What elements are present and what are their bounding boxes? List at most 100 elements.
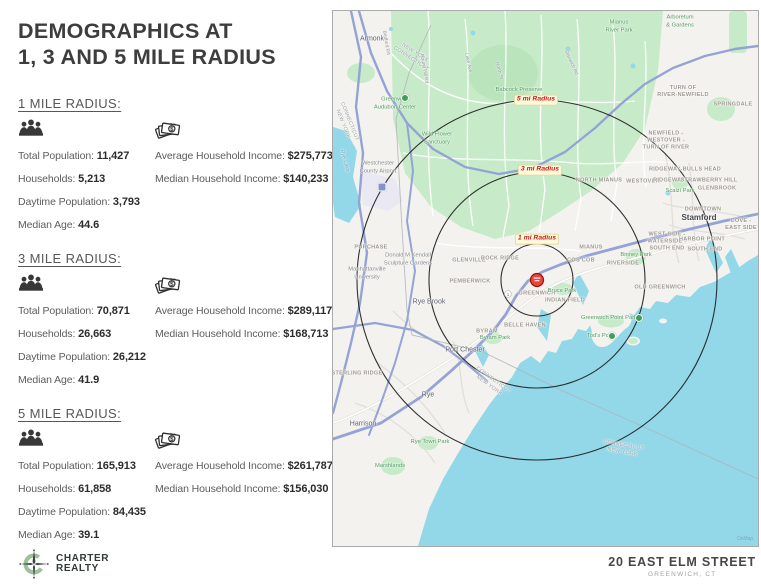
- stat-median-age: Median Age: 39.1: [18, 529, 100, 541]
- map-label-sterling-ridge: STERLING RIDGE: [332, 370, 383, 377]
- map-label-north-st: North St: [493, 61, 504, 80]
- stat-daytime-population: Daytime Population: 3,793: [18, 196, 140, 208]
- stat-total-population: Total Population: 70,871: [18, 305, 130, 317]
- map-label-arboretum-gardens: Arboretum & Gardens: [666, 14, 694, 28]
- map-label-ridgeway-bulls-head: RIDGEWAY-BULLS HEAD: [648, 166, 722, 173]
- people-icon: [18, 429, 154, 449]
- tods-point-park-icon: [608, 332, 616, 340]
- map-label-riverside: RIVERSIDE: [606, 260, 640, 267]
- map-label-round-hill-rd: Round Hill Rd: [418, 53, 429, 84]
- map-label-harbor-point: HARBOR POINT: [678, 236, 726, 243]
- stat-daytime-population: Daytime Population: 26,212: [18, 351, 146, 363]
- money-icon: [155, 429, 335, 449]
- map-label-manhattanville-university: Manhattanville University: [348, 266, 386, 280]
- greenwich-point-park-icon: [635, 314, 643, 322]
- highways: [333, 11, 758, 441]
- map-label-lake-ave: Lake Ave: [463, 52, 473, 74]
- charter-realty-logo: CHARTER REALTY: [18, 548, 109, 580]
- compass-icon: [18, 548, 50, 580]
- stat-households: Households: 5,213: [18, 173, 106, 185]
- logo-text: CHARTER REALTY: [56, 552, 110, 574]
- map-label-tod-s-point: Tod's Point: [586, 333, 616, 340]
- street-grid: [354, 152, 746, 464]
- map-label-donald-m-kendall-sculpture-gardens: Donald M Kendall Sculpture Gardens: [383, 252, 433, 266]
- stat-avg-income: Average Household Income: $289,117: [155, 305, 333, 317]
- stat-daytime-population: Daytime Population: 84,435: [18, 506, 146, 518]
- people-icon: [18, 274, 154, 294]
- page-title: DEMOGRAPHICS AT 1, 3 AND 5 MILE RADIUS: [18, 19, 276, 69]
- map-label-downtown: DOWNTOWN: [684, 206, 722, 213]
- map-label-rye: Rye: [421, 391, 435, 399]
- map-label-north-mianus: NORTH MIANUS: [575, 177, 623, 184]
- map-label-greenwich: GREENWICH: [518, 290, 556, 297]
- map-label-glenbrook: GLENBROOK: [697, 185, 737, 192]
- map-label-scalzi-park: Scalzi Park: [665, 188, 695, 195]
- stat-total-population: Total Population: 11,427: [18, 150, 130, 162]
- section-heading: 5 MILE RADIUS:: [18, 406, 122, 421]
- map-label-belle-haven: BELLE HAVEN: [504, 322, 546, 329]
- stat-avg-income: Average Household Income: $275,773: [155, 150, 333, 162]
- map-label-1-mi-radius: 1 mi Radius: [514, 233, 560, 245]
- map-panel: 1 5 mi Radius 3 mi Radius 1 mi Radius Armon…: [332, 10, 759, 547]
- map-label-marshlands: Marshlands: [375, 463, 405, 470]
- property-address: 20 EAST ELM STREET GREENWICH, CT: [608, 555, 756, 578]
- map-label-connecticut-new-york: CONNECTICUT NEW YORK: [334, 101, 360, 142]
- map-label-connecticut-new-york: CONNECTICUT NEW YORK: [602, 438, 645, 458]
- people-icon: [18, 119, 154, 139]
- stat-total-population: Total Population: 165,913: [18, 460, 136, 472]
- map-label-mianus-river-park: Mianus River Park: [605, 19, 633, 33]
- map-label-3-mi-radius: 3 mi Radius: [517, 164, 563, 176]
- map-water-shapes: [333, 27, 758, 546]
- section-3-mile: 3 MILE RADIUS: Total Population: 70,871 …: [18, 251, 332, 386]
- map-label-binney-park: Binney Park: [620, 252, 652, 259]
- map-label-cos-cob: COS COB: [567, 257, 595, 264]
- svg-text:1: 1: [507, 292, 510, 297]
- stat-households: Households: 26,663: [18, 328, 112, 340]
- map-label-westchester-county-airport: Westchester County Airport: [359, 160, 397, 174]
- map-label-bedford-rd: Bedford Rd: [381, 30, 391, 56]
- map-label-port-chester: Port Chester: [445, 346, 485, 354]
- map-label-westover: WESTOVER: [626, 178, 660, 185]
- map-label-rye-town-park: Rye Town Park: [410, 439, 450, 446]
- section-heading: 1 MILE RADIUS:: [18, 96, 122, 111]
- section-heading: 3 MILE RADIUS:: [18, 251, 122, 266]
- demographics-panel: DEMOGRAPHICS AT 1, 3 AND 5 MILE RADIUS 1 …: [18, 0, 333, 588]
- section-5-mile: 5 MILE RADIUS: Total Population: 165,913…: [18, 406, 333, 541]
- map-label-new-york-connecticut: NEW YORK CONNECTICUT: [392, 42, 431, 73]
- map-label-byram: BYRAM: [476, 328, 498, 335]
- local-roads: [390, 11, 676, 252]
- map-label-turn-of-river-newfield: TURN OF RIVER-NEWFIELD: [657, 84, 709, 98]
- map-label-indian-field: INDIAN FIELD: [545, 297, 585, 304]
- stat-avg-income: Average Household Income: $261,787: [155, 460, 333, 472]
- map-label-greenwich-point-park: Greenwich Point Park: [580, 315, 638, 322]
- map-label-strawberry-hill: STRAWBERRY HILL: [680, 177, 738, 184]
- map-park-shapes: [347, 11, 747, 475]
- address-line2: GREENWICH, CT: [647, 571, 717, 578]
- map-label-bruce-park: Bruce Park: [547, 288, 577, 295]
- map-label-oxmap: OxMap: [736, 535, 754, 542]
- map-label-rye-brook: Rye Brook: [412, 298, 446, 306]
- map-label-cove-east-side: COVE - EAST SIDE: [725, 217, 757, 231]
- map-label-connecticut-new-york: CONNECTICUT NEW YORK: [474, 365, 512, 397]
- map-label-byram-park: Byram Park: [479, 335, 511, 342]
- map-label-newfield-westover-turn-of-river: NEWFIELD - WESTOVER - TURN OF RIVER: [642, 130, 690, 151]
- map-label-west-side-waterside-south-end: WEST SIDE - WATERSIDE - SOUTH END: [647, 231, 687, 252]
- map-label-armonk: Armonk: [359, 35, 385, 43]
- audubon-park-icon: [401, 94, 409, 102]
- map-label-wild-flower-sanctuary: Wild Flower Sanctuary: [421, 131, 453, 145]
- map-label-rye-lake: Rye Lake: [338, 148, 351, 173]
- map-label-stanwich-rd: Stanwich Rd: [562, 49, 579, 77]
- stat-median-age: Median Age: 44.6: [18, 219, 100, 231]
- coast-peninsulas: [589, 307, 667, 348]
- airport-icon: [377, 182, 387, 192]
- money-icon: [155, 119, 335, 139]
- map-label-south-end: SOUTH END: [687, 246, 723, 253]
- stat-median-income: Median Household Income: $168,713: [155, 328, 329, 340]
- map-label-harrison: Harrison: [349, 420, 377, 428]
- address-line1: 20 EAST ELM STREET: [608, 555, 756, 569]
- map-label-ridgeway: RIDGEWAY: [653, 177, 685, 184]
- babcock-preserve-shape: [468, 45, 538, 101]
- map-label-springdale: SPRINGDALE: [713, 101, 753, 108]
- map-label-purchase: PURCHASE: [354, 244, 388, 251]
- property-pin[interactable]: [529, 272, 545, 288]
